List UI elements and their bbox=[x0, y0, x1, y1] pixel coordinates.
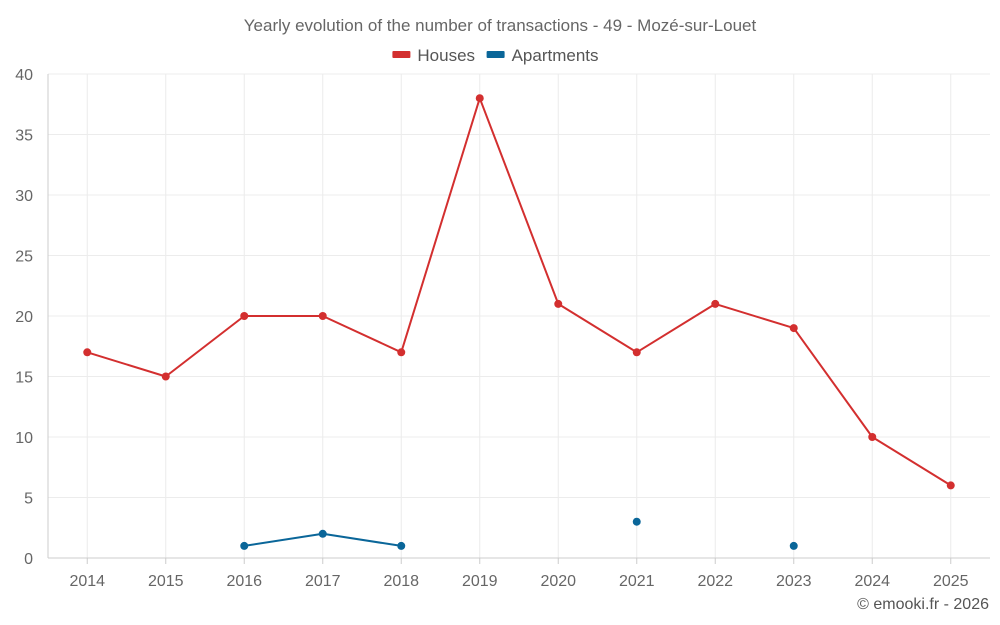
series-group bbox=[83, 94, 955, 550]
x-tick-label: 2018 bbox=[383, 573, 419, 590]
y-tick-label: 35 bbox=[15, 128, 33, 145]
grid bbox=[48, 73, 990, 558]
x-tick-label: 2024 bbox=[854, 573, 890, 590]
data-point-apartments bbox=[397, 541, 406, 550]
data-point-houses bbox=[83, 348, 92, 357]
legend-label-houses: Houses bbox=[417, 46, 475, 65]
legend: Houses Apartments bbox=[392, 46, 599, 65]
x-tick-label: 2014 bbox=[69, 573, 105, 590]
x-tick-label: 2015 bbox=[148, 573, 184, 590]
legend-label-apartments: Apartments bbox=[512, 46, 599, 65]
data-point-houses bbox=[240, 312, 249, 320]
x-tick-label: 2023 bbox=[776, 573, 812, 590]
data-point-houses bbox=[397, 348, 406, 357]
x-tick-label: 2025 bbox=[933, 573, 969, 590]
data-point-houses bbox=[789, 324, 798, 333]
y-tick-label: 25 bbox=[15, 249, 33, 266]
x-axis: 2014 2015 2016 2017 2018 2019 2020 2021 2022 2023… bbox=[48, 557, 990, 590]
legend-item-apartments: Apartments bbox=[486, 46, 599, 65]
data-point-apartments bbox=[632, 517, 641, 526]
x-tick-label: 2019 bbox=[462, 573, 498, 590]
legend-item-houses: Houses bbox=[392, 46, 475, 65]
series-apartments bbox=[240, 517, 798, 550]
data-point-apartments bbox=[240, 541, 249, 550]
x-tick-label: 2017 bbox=[305, 573, 341, 590]
chart-title: Yearly evolution of the number of transa… bbox=[244, 16, 757, 35]
data-point-houses bbox=[868, 433, 877, 441]
data-point-houses bbox=[632, 348, 641, 357]
y-tick-label: 15 bbox=[15, 370, 33, 387]
series-houses bbox=[83, 94, 955, 490]
data-point-houses bbox=[318, 312, 327, 320]
series-line-houses bbox=[86, 97, 952, 487]
y-axis: 0 5 10 15 20 25 30 35 40 bbox=[15, 67, 49, 568]
data-point-apartments bbox=[318, 529, 327, 538]
x-tick-label: 2016 bbox=[226, 573, 262, 590]
y-tick-label: 40 bbox=[15, 67, 33, 84]
y-tick-label: 30 bbox=[15, 188, 33, 205]
x-tick-label: 2020 bbox=[540, 573, 576, 590]
data-point-houses bbox=[475, 94, 484, 103]
x-tick-label: 2022 bbox=[697, 573, 733, 590]
data-point-houses bbox=[946, 481, 955, 490]
data-point-houses bbox=[711, 299, 720, 308]
legend-swatch-apartments bbox=[486, 51, 505, 58]
y-tick-label: 5 bbox=[24, 491, 33, 508]
data-point-apartments bbox=[789, 541, 798, 550]
credit-text: © emooki.fr - 2026 bbox=[857, 596, 989, 613]
y-tick-label: 10 bbox=[15, 430, 33, 447]
legend-swatch-houses bbox=[392, 51, 411, 58]
y-tick-label: 0 bbox=[24, 551, 33, 568]
data-point-houses bbox=[554, 299, 563, 308]
data-point-houses bbox=[161, 372, 170, 381]
y-tick-label: 20 bbox=[15, 309, 33, 326]
x-tick-label: 2021 bbox=[619, 573, 655, 590]
